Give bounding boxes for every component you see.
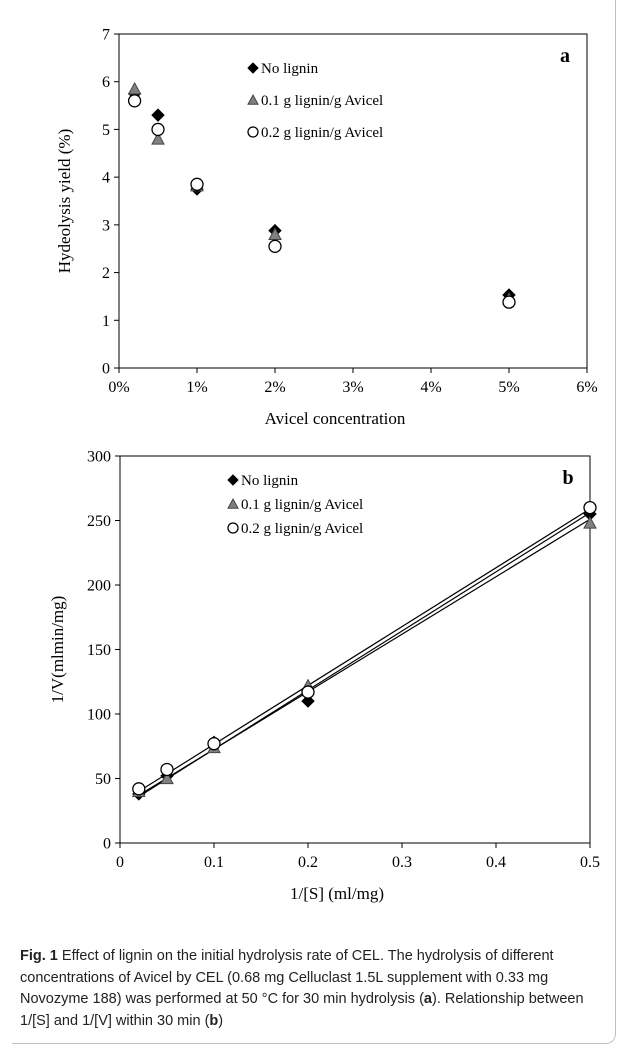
data-point <box>132 782 146 796</box>
trendline <box>138 508 591 792</box>
y-tick-label: 250 <box>87 513 111 530</box>
data-point <box>151 108 165 122</box>
x-tick-label: 0.3 <box>392 854 412 871</box>
figure-caption: Fig. 1 Effect of lignin on the initial h… <box>20 946 606 1032</box>
y-tick-label: 200 <box>87 578 111 595</box>
data-point <box>583 516 597 529</box>
chart-b: 0 50 100 150 200 250 300 0 0.1 0.2 0.3 0.4 0.5 1/[S] … <box>48 449 600 904</box>
legend-label: 0.1 g lignin/g Avicel <box>241 497 363 513</box>
x-tick-label: 0.2 <box>298 854 318 871</box>
data-point <box>190 177 204 191</box>
caption-ref-a: a <box>423 991 432 1007</box>
y-tick-label: 3 <box>102 217 110 234</box>
x-tick-label: 1% <box>186 379 207 396</box>
plot-area <box>119 455 591 844</box>
y-tick-label: 2 <box>102 265 110 282</box>
panel-label: b <box>562 467 573 489</box>
legend-marker <box>227 497 239 509</box>
legend-marker <box>247 126 259 138</box>
legend-label: No lignin <box>261 61 319 77</box>
data-point <box>160 771 174 785</box>
y-tick-label: 1 <box>102 313 110 330</box>
data-point <box>583 500 597 515</box>
figure-frame <box>12 0 616 1044</box>
y-tick-label: 150 <box>87 642 111 659</box>
x-tick-label: 0% <box>108 379 129 396</box>
panel-label: a <box>560 45 570 67</box>
caption-text-2: ). Relationship between 1/[S] and 1/[V] … <box>20 991 584 1029</box>
x-tick-label: 0.5 <box>580 854 600 871</box>
y-tick-label: 100 <box>87 707 111 724</box>
y-tick-label: 300 <box>87 449 111 466</box>
x-tick-label: 3% <box>342 379 363 396</box>
data-point <box>151 131 165 145</box>
y-tick-label: 5 <box>102 122 110 139</box>
x-tick-label: 0.1 <box>204 854 224 871</box>
trendline <box>138 518 591 796</box>
y-tick-label: 4 <box>102 170 110 187</box>
x-tick-label: 5% <box>498 379 519 396</box>
x-tick-label: 2% <box>264 379 285 396</box>
y-tick-label: 50 <box>95 771 111 788</box>
legend-marker <box>227 474 239 486</box>
caption-text-3: ) <box>218 1012 224 1029</box>
y-tick-label: 0 <box>102 361 110 378</box>
legend-label: 0.1 g lignin/g Avicel <box>261 93 383 109</box>
legend-label: 0.2 g lignin/g Avicel <box>261 125 383 141</box>
y-axis-label: Hydeolysis yield (%) <box>55 129 74 273</box>
x-tick-label: 6% <box>576 379 597 396</box>
data-point <box>151 122 165 137</box>
caption-ref-b: b <box>209 1012 219 1029</box>
data-point <box>127 81 142 95</box>
data-point <box>160 762 174 777</box>
y-axis-label: 1/V(mlmin/mg) <box>48 596 67 704</box>
x-tick-label: 4% <box>420 379 441 396</box>
caption-label: Fig. 1 <box>20 948 58 964</box>
data-point <box>127 94 142 108</box>
data-point <box>207 737 221 751</box>
legend-marker <box>227 522 239 534</box>
y-tick-label: 7 <box>102 27 110 44</box>
data-point <box>268 227 282 240</box>
legend-label: No lignin <box>241 473 299 489</box>
x-axis-label: 1/[S] (ml/mg) <box>290 884 384 903</box>
legend-label: 0.2 g lignin/g Avicel <box>241 521 363 537</box>
x-tick-label: 0.4 <box>486 854 506 871</box>
data-point <box>502 295 516 309</box>
x-tick-label: 0 <box>116 854 124 871</box>
caption-text-1: Effect of lignin on the initial hydrolys… <box>20 948 554 1007</box>
y-tick-label: 0 <box>103 836 111 853</box>
data-point <box>301 685 315 699</box>
plot-area <box>118 33 588 369</box>
x-axis-label: Avicel concentration <box>265 409 406 428</box>
chart-a: 0 1 2 3 4 5 6 7 0% 1% 2% 3% 4% 5% 6% Avicel concentrati… <box>55 27 598 429</box>
y-tick-label: 6 <box>102 74 110 91</box>
legend-marker <box>247 93 259 105</box>
legend-marker <box>247 62 259 74</box>
data-point <box>268 239 282 253</box>
data-point <box>301 694 315 708</box>
